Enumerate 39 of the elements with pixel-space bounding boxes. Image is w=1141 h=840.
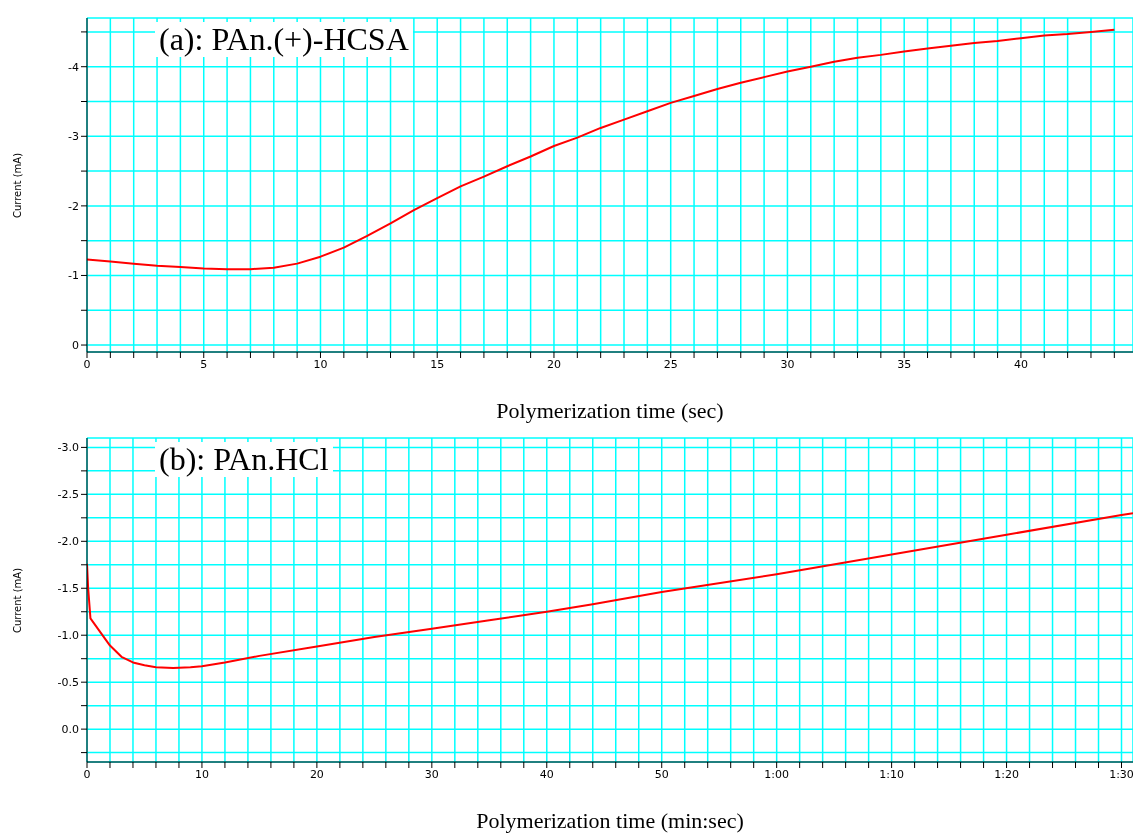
x-tick-label: 10 (313, 357, 328, 371)
x-tick-label: 40 (1013, 357, 1028, 371)
y-tick-label: -3 (68, 130, 79, 144)
y-tick-label: -3.0 (57, 441, 79, 455)
x-tick-label: 20 (309, 767, 324, 781)
x-tick-label: 1:20 (994, 767, 1019, 781)
x-tick-label: 40 (539, 767, 554, 781)
x-tick-label: 50 (654, 767, 669, 781)
y-tick-label: -1.5 (57, 582, 79, 596)
y-tick-label: 0.0 (61, 723, 79, 737)
y-tick-label: -1.0 (57, 629, 79, 643)
y-tick-label: -2.5 (57, 488, 79, 502)
y-tick-label: -4 (68, 60, 79, 74)
y-axis-title: Current (mA) (12, 567, 24, 633)
y-tick-label: -2.0 (57, 535, 79, 549)
x-tick-label: 20 (546, 357, 561, 371)
line-series (87, 28, 1116, 271)
x-tick-label: 1:00 (764, 767, 790, 781)
x-tick-label: 5 (200, 357, 208, 371)
line-series (87, 512, 1133, 670)
x-tick-label: 1:30 (1109, 767, 1134, 781)
x-tick-label: 30 (780, 357, 795, 371)
y-tick-label: -0.5 (57, 676, 79, 690)
y-tick-label: -1 (68, 269, 79, 283)
y-axis-title: Current (mA) (12, 152, 24, 218)
x-axis-title: Polymerization time (sec) (495, 398, 725, 424)
x-tick-label: 0 (83, 357, 91, 371)
x-tick-label: 25 (663, 357, 678, 371)
y-tick-label: 0 (72, 338, 79, 352)
x-tick-label: 35 (897, 357, 912, 371)
x-tick-label: 10 (194, 767, 209, 781)
annotation: (b): PAn.HCl (155, 441, 333, 478)
x-tick-label: 0 (83, 767, 91, 781)
annotation: (a): PAn.(+)-HCSA (155, 21, 413, 58)
y-tick-label: -2 (68, 199, 79, 213)
x-axis-title: Polymerization time (min:sec) (475, 808, 745, 834)
x-tick-label: 15 (430, 357, 445, 371)
x-tick-label: 30 (424, 767, 439, 781)
x-tick-label: 1:10 (879, 767, 904, 781)
